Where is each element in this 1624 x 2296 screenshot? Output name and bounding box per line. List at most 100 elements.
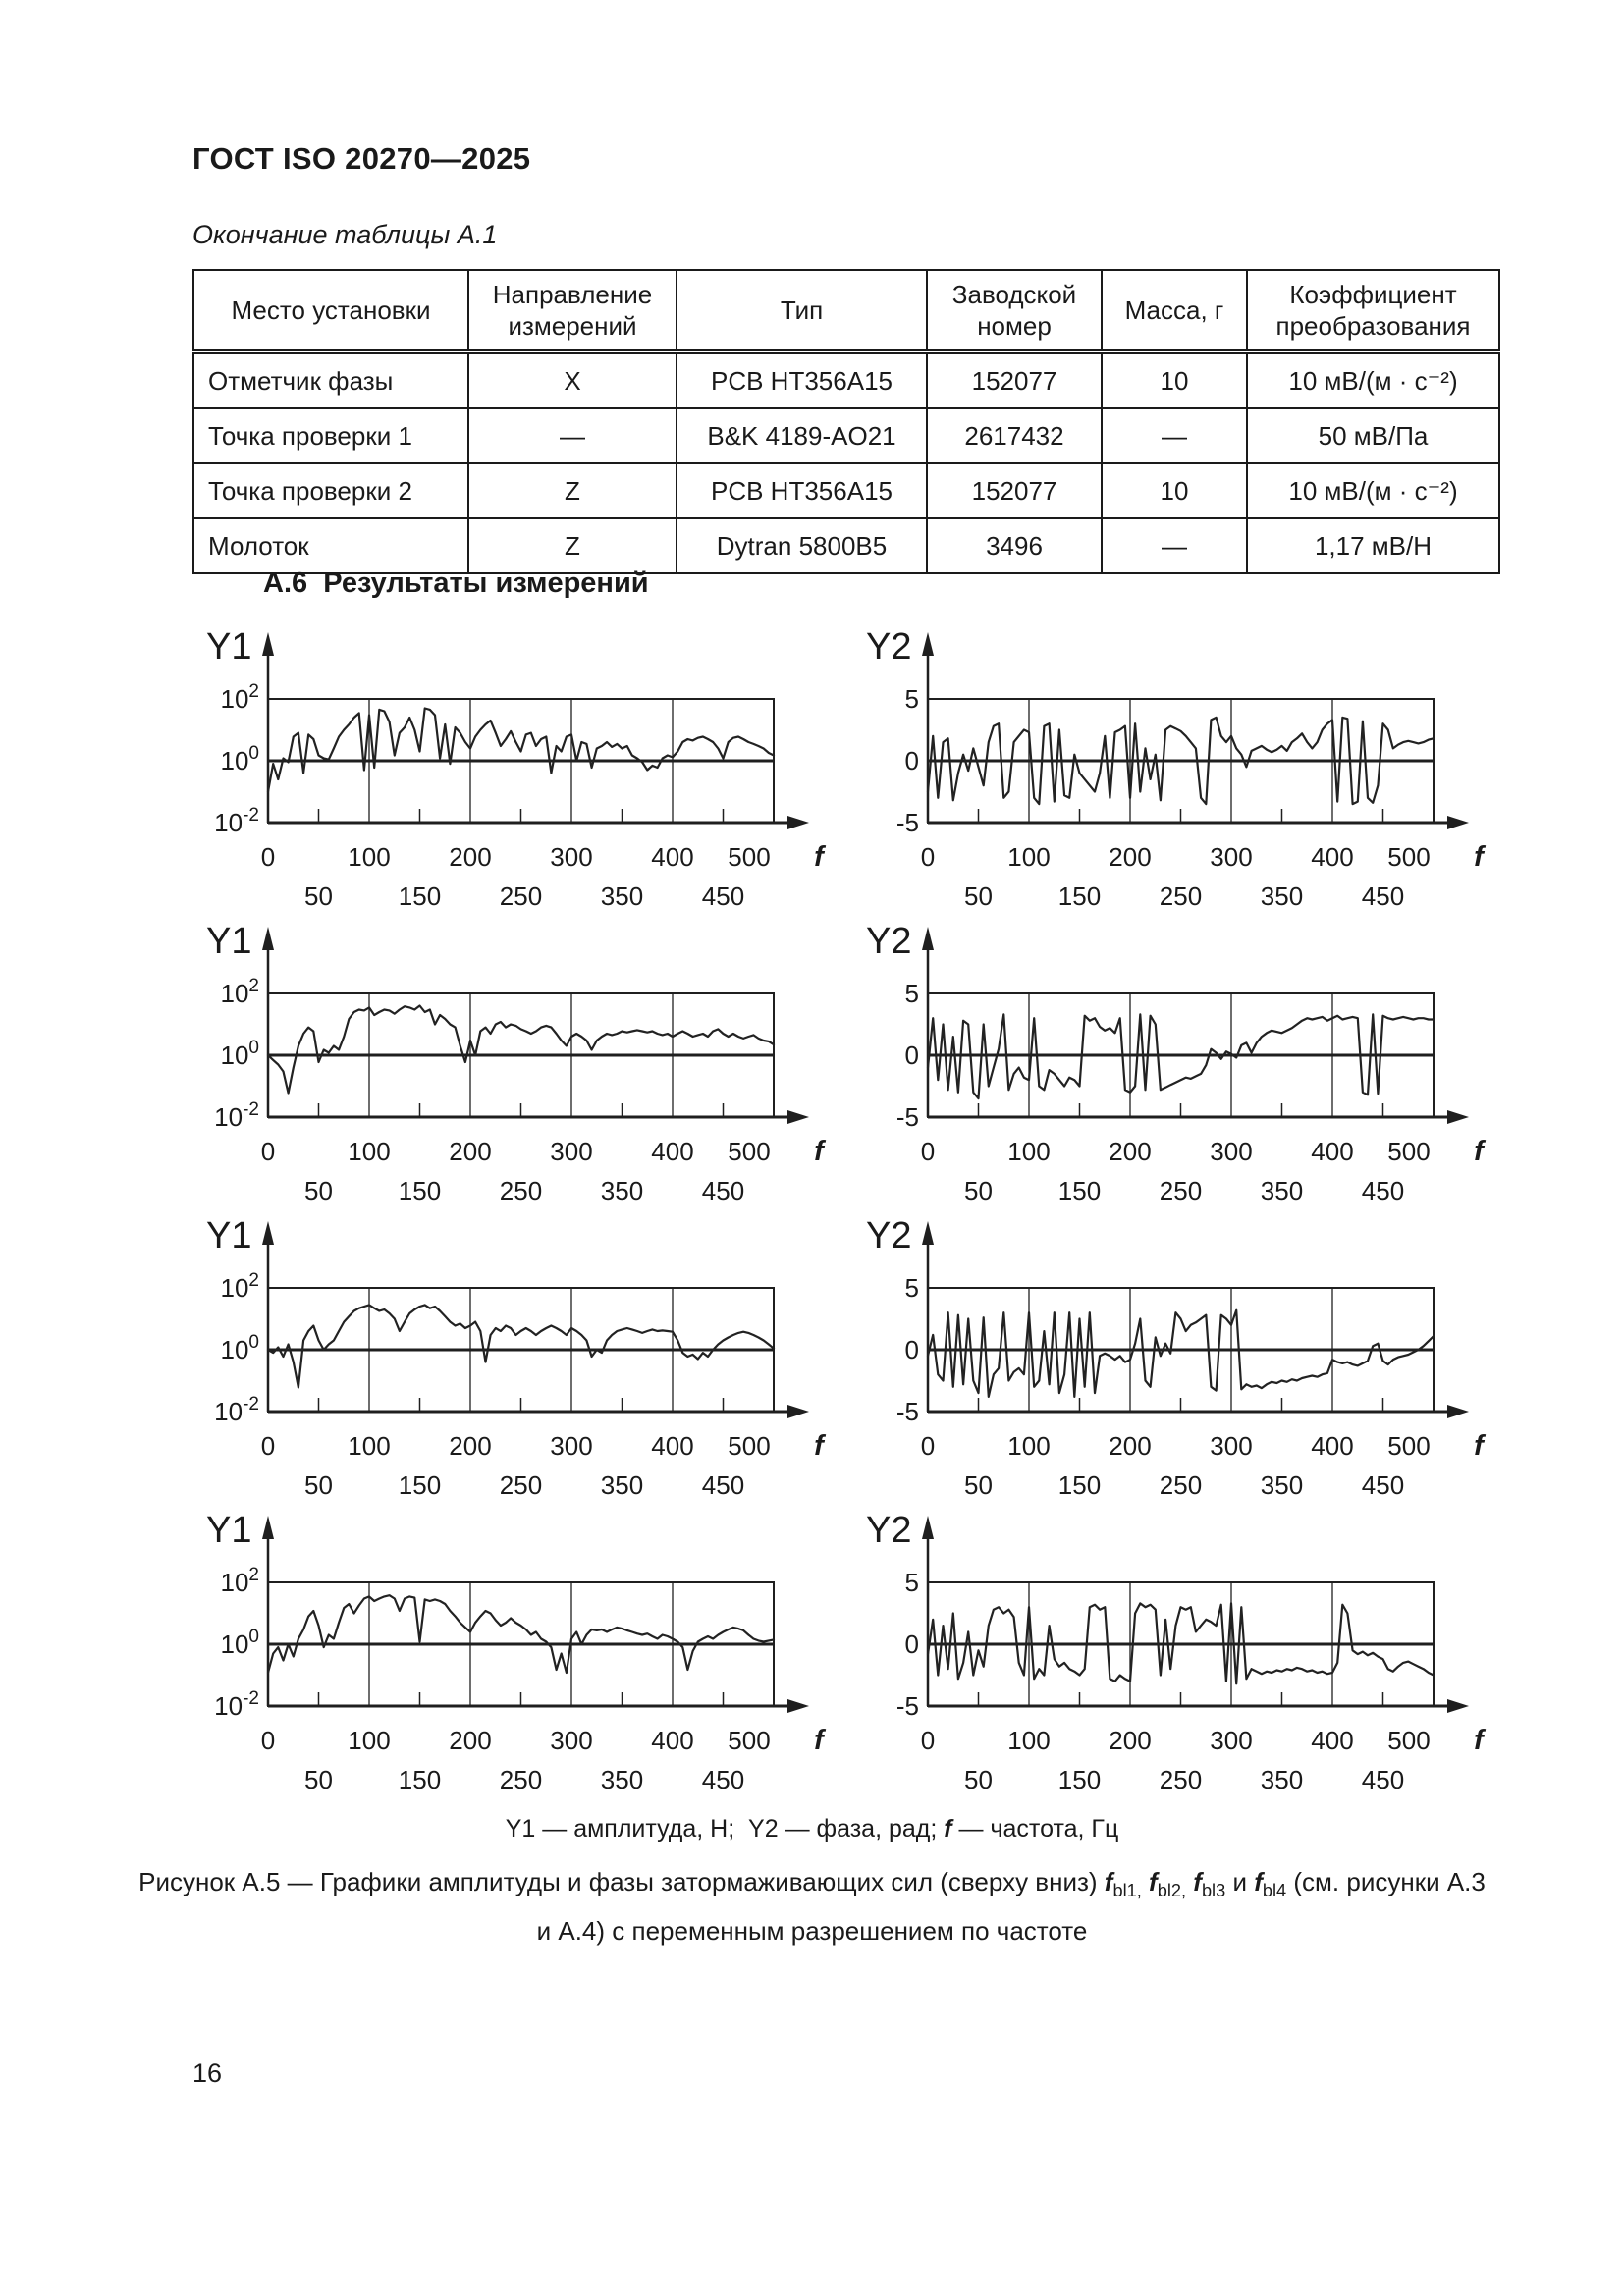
standard-number-header: ГОСТ ISO 20270—2025 bbox=[192, 141, 531, 176]
x-minor-tick-label: 150 bbox=[1058, 1470, 1101, 1500]
y-tick-label: 102 bbox=[221, 681, 260, 714]
x-tick-label: 0 bbox=[921, 1137, 935, 1166]
x-axis-unit-label: f bbox=[1474, 841, 1487, 873]
table-cell: 10 bbox=[1101, 350, 1248, 409]
table-header-row: Место установки Направление измерений Тип З… bbox=[192, 269, 1500, 354]
table-header-col4: Масса, г bbox=[1101, 269, 1248, 354]
x-tick-label: 0 bbox=[261, 842, 275, 872]
signal-curve bbox=[266, 707, 776, 793]
signal-curve bbox=[926, 716, 1435, 806]
table-cell: Dytran 5800B5 bbox=[676, 517, 928, 574]
x-axis-unit-label: f bbox=[814, 841, 827, 873]
caption-text-2: (см. рисунки А.3 bbox=[1286, 1867, 1486, 1896]
table-cell: PCB HT356A15 bbox=[676, 462, 928, 519]
y-tick-label: -5 bbox=[896, 1397, 919, 1426]
table-cell: 10 мВ/(м · с⁻²) bbox=[1246, 462, 1500, 519]
y-tick-label: 10-2 bbox=[214, 1688, 259, 1721]
table-cell: 50 мВ/Па bbox=[1246, 407, 1500, 464]
y-tick-label: 102 bbox=[221, 1270, 260, 1303]
chart-fbl1-amplitude: Y1 102 100 10-2 0 100 200 300 400 500 f 50 150 250 350… bbox=[187, 589, 835, 913]
chart-fbl3-amplitude: Y1 102 100 10-2 0 100 200 300 400 500 f 50 150 250 350… bbox=[187, 1178, 835, 1502]
y-tick-label: -5 bbox=[896, 1691, 919, 1721]
x-minor-tick-label: 450 bbox=[702, 1470, 744, 1500]
x-minor-tick-label: 350 bbox=[601, 1176, 643, 1205]
legend-text-2: — частота, Гц bbox=[951, 1815, 1119, 1842]
chart-fbl2-amplitude: Y1 102 100 10-2 0 100 200 300 400 500 f 50 150 250 350… bbox=[187, 883, 835, 1207]
x-tick-label: 500 bbox=[1387, 842, 1430, 872]
x-axis-unit-label: f bbox=[814, 1136, 827, 1167]
table-cell: Точка проверки 2 bbox=[192, 462, 469, 519]
y-axis-arrow-icon bbox=[922, 1221, 934, 1245]
x-axis-arrow-icon bbox=[1447, 1699, 1469, 1713]
x-minor-tick-label: 150 bbox=[399, 881, 441, 911]
y-tick-label: 5 bbox=[905, 979, 919, 1008]
caption-subscript-1: bl1, bbox=[1112, 1881, 1142, 1901]
y-axis-arrow-icon bbox=[922, 927, 934, 950]
x-tick-label: 400 bbox=[651, 1431, 693, 1461]
caption-subscript-3: bl3 bbox=[1201, 1881, 1226, 1901]
table-header-col3: Заводской номер bbox=[926, 269, 1103, 354]
chart-title: Y2 bbox=[866, 1215, 911, 1256]
x-minor-tick-label: 150 bbox=[1058, 1765, 1101, 1794]
x-axis-arrow-icon bbox=[1447, 1405, 1469, 1418]
chart-title: Y1 bbox=[206, 1510, 251, 1551]
chart-svg-fbl2-amplitude: Y1 102 100 10-20 100 200 300 400 500 f 50 150 250 350… bbox=[206, 921, 827, 1205]
table-header-col5: Коэффициент преобразования bbox=[1246, 269, 1500, 354]
x-minor-tick-label: 250 bbox=[1160, 881, 1202, 911]
x-minor-tick-label: 250 bbox=[500, 1470, 542, 1500]
figure-caption: Рисунок А.5 — Графики амплитуды и фазы з… bbox=[0, 1862, 1624, 1951]
x-tick-label: 400 bbox=[1311, 1431, 1353, 1461]
x-minor-tick-label: 350 bbox=[1261, 1176, 1303, 1205]
x-tick-label: 500 bbox=[1387, 1726, 1430, 1755]
section-heading: А.6 Результаты измерений bbox=[263, 567, 649, 599]
y-tick-label: 102 bbox=[221, 1565, 260, 1597]
chart-title: Y1 bbox=[206, 626, 251, 667]
x-minor-tick-label: 50 bbox=[964, 1765, 993, 1794]
table-cell: 1,17 мВ/Н bbox=[1246, 517, 1500, 574]
table-cell: 152077 bbox=[926, 350, 1103, 409]
x-tick-label: 0 bbox=[921, 1726, 935, 1755]
x-tick-label: 500 bbox=[1387, 1431, 1430, 1461]
signal-curve bbox=[266, 1304, 776, 1389]
x-axis-arrow-icon bbox=[787, 1110, 809, 1124]
x-tick-label: 200 bbox=[1109, 1431, 1151, 1461]
x-tick-label: 100 bbox=[1007, 1726, 1050, 1755]
x-axis-arrow-icon bbox=[1447, 816, 1469, 829]
caption-text-1: Рисунок А.5 — Графики амплитуды и фазы з… bbox=[138, 1867, 1105, 1896]
caption-separator-3: и bbox=[1225, 1867, 1255, 1896]
x-tick-label: 300 bbox=[550, 1431, 592, 1461]
figure-caption-line1: Рисунок А.5 — Графики амплитуды и фазы з… bbox=[0, 1862, 1624, 1911]
x-axis-arrow-icon bbox=[787, 1699, 809, 1713]
x-tick-label: 0 bbox=[261, 1137, 275, 1166]
table-cell: Z bbox=[467, 462, 677, 519]
x-tick-label: 100 bbox=[348, 1726, 390, 1755]
chart-title: Y1 bbox=[206, 921, 251, 962]
x-tick-label: 300 bbox=[1210, 1431, 1252, 1461]
x-tick-label: 400 bbox=[651, 842, 693, 872]
x-tick-label: 400 bbox=[651, 1726, 693, 1755]
x-tick-label: 500 bbox=[728, 842, 770, 872]
x-minor-tick-label: 150 bbox=[399, 1176, 441, 1205]
caption-f-symbol-1: f bbox=[1104, 1867, 1113, 1896]
caption-f-symbol-4: f bbox=[1254, 1867, 1263, 1896]
x-tick-label: 100 bbox=[348, 1431, 390, 1461]
table-header-col2: Тип bbox=[676, 269, 928, 354]
chart-svg-fbl3-amplitude: Y1 102 100 10-20 100 200 300 400 500 f 50 150 250 350… bbox=[206, 1215, 827, 1500]
table-cell: 10 мВ/(м · с⁻²) bbox=[1246, 350, 1500, 409]
x-tick-label: 0 bbox=[261, 1726, 275, 1755]
signal-curve bbox=[926, 1308, 1435, 1398]
x-minor-tick-label: 450 bbox=[1362, 1470, 1404, 1500]
x-tick-label: 300 bbox=[550, 842, 592, 872]
table-header-col1: Направление измерений bbox=[467, 269, 677, 354]
x-axis-unit-label: f bbox=[1474, 1430, 1487, 1462]
x-minor-tick-label: 250 bbox=[1160, 1176, 1202, 1205]
x-axis-unit-label: f bbox=[1474, 1725, 1487, 1756]
x-tick-label: 400 bbox=[1311, 842, 1353, 872]
table-cell: Z bbox=[467, 517, 677, 574]
x-tick-label: 100 bbox=[348, 1137, 390, 1166]
caption-f-symbol-3: f bbox=[1193, 1867, 1202, 1896]
